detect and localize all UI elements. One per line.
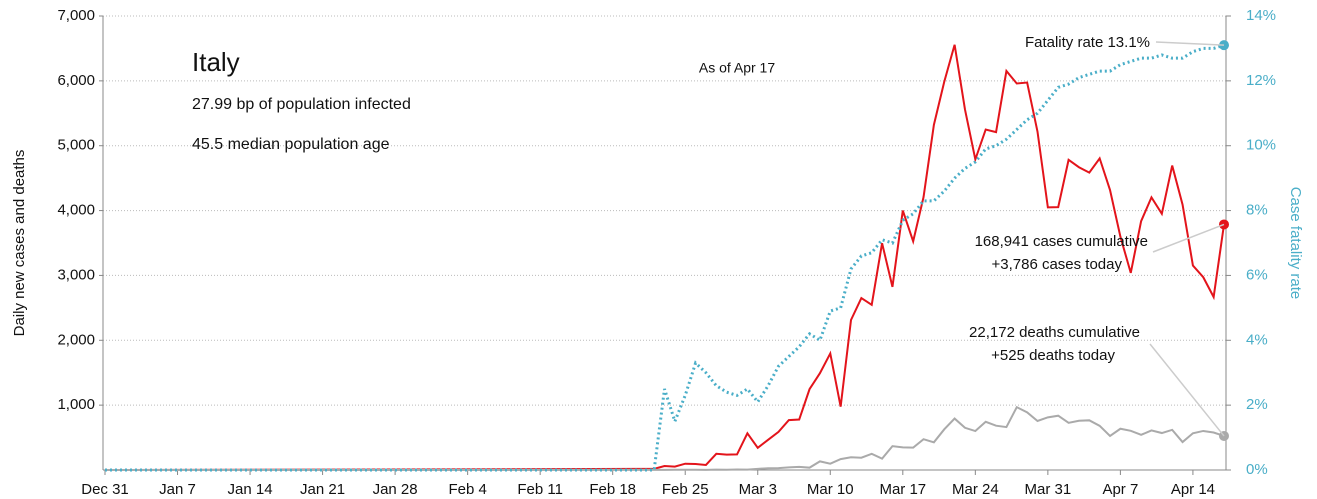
annotation: 168,941 cases cumulative (975, 233, 1148, 250)
annotation: +3,786 cases today (991, 256, 1122, 273)
y2-tick-label: 2% (1246, 396, 1268, 413)
series-line (104, 44, 1225, 471)
x-tick-label: Mar 17 (879, 481, 926, 498)
annotation: +525 deaths today (991, 347, 1115, 364)
x-tick-label: Dec 31 (81, 481, 129, 498)
y-tick-label: 4,000 (57, 202, 95, 219)
annotation: Italy (192, 47, 240, 77)
annotation: 45.5 median population age (192, 136, 390, 153)
x-tick-label: Mar 24 (952, 481, 999, 498)
y-tick-label: 6,000 (57, 72, 95, 89)
annotation: As of Apr 17 (699, 60, 775, 76)
y2-tick-label: 12% (1246, 72, 1276, 89)
x-tick-label: Jan 28 (373, 481, 418, 498)
y-tick-label: 2,000 (57, 331, 95, 348)
leader-line (1155, 41, 1225, 46)
y2-tick-label: 14% (1246, 7, 1276, 24)
series-line (104, 405, 1225, 471)
x-tick-label: Mar 10 (807, 481, 854, 498)
y2-tick-label: 4% (1246, 331, 1268, 348)
leader-line (1152, 223, 1225, 253)
y2-tick-label: 6% (1246, 266, 1268, 283)
x-tick-label: Feb 4 (448, 481, 486, 498)
x-tick-label: Feb 11 (517, 481, 563, 498)
x-tick-label: Mar 31 (1025, 481, 1072, 498)
annotation: Fatality rate 13.1% (1025, 34, 1150, 51)
y2-tick-label: 0% (1246, 461, 1268, 478)
leader-line (1149, 343, 1225, 437)
y2-axis-label: Case fatality rate (1287, 187, 1304, 300)
y-tick-label: 5,000 (57, 137, 95, 154)
x-tick-label: Feb 25 (662, 481, 709, 498)
y-tick-label: 3,000 (57, 266, 95, 283)
y-tick-label: 7,000 (57, 7, 95, 24)
y-axis-label: Daily new cases and deaths (11, 150, 28, 337)
y-tick-label: 1,000 (57, 396, 95, 413)
x-tick-label: Jan 21 (300, 481, 345, 498)
x-tick-label: Mar 3 (739, 481, 777, 498)
x-tick-label: Apr 7 (1102, 481, 1138, 498)
x-tick-label: Apr 14 (1171, 481, 1215, 498)
y2-tick-label: 10% (1246, 137, 1276, 154)
annotation: 27.99 bp of population infected (192, 96, 411, 113)
x-tick-label: Jan 14 (228, 481, 273, 498)
y2-tick-label: 8% (1246, 202, 1268, 219)
x-tick-label: Feb 18 (589, 481, 636, 498)
annotation: 22,172 deaths cumulative (969, 324, 1140, 341)
x-tick-label: Jan 7 (159, 481, 196, 498)
